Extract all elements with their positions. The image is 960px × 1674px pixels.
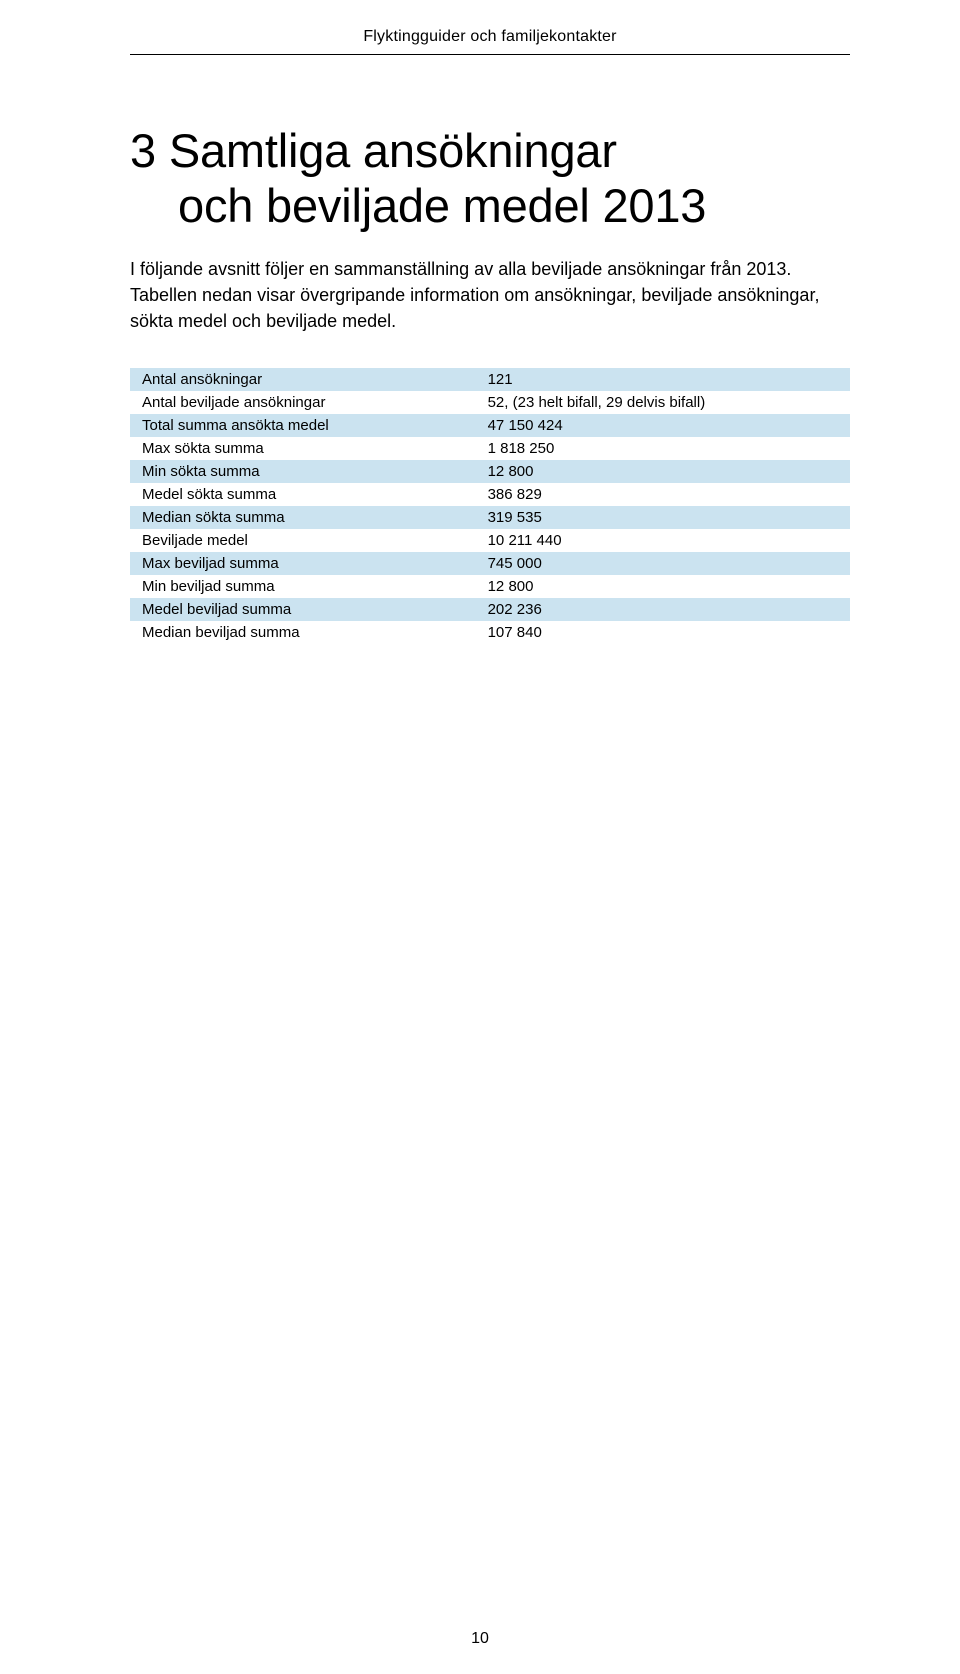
section-title: 3 Samtliga ansökningar och beviljade med…: [130, 123, 850, 234]
table-row: Median sökta summa319 535: [130, 506, 850, 529]
page-number: 10: [0, 1630, 960, 1648]
section-number: 3: [130, 124, 156, 177]
table-cell-label: Antal beviljade ansökningar: [130, 391, 476, 414]
table-row: Total summa ansökta medel47 150 424: [130, 414, 850, 437]
table-cell-value: 12 800: [476, 460, 850, 483]
header-rule: [130, 54, 850, 55]
table-row: Medel beviljad summa202 236: [130, 598, 850, 621]
summary-table-body: Antal ansökningar121Antal beviljade ansö…: [130, 368, 850, 644]
table-cell-label: Medel sökta summa: [130, 483, 476, 506]
table-row: Max sökta summa1 818 250: [130, 437, 850, 460]
table-cell-value: 319 535: [476, 506, 850, 529]
table-cell-value: 47 150 424: [476, 414, 850, 437]
table-row: Min beviljad summa12 800: [130, 575, 850, 598]
running-head: Flyktingguider och familjekontakter: [130, 28, 850, 46]
table-cell-value: 52, (23 helt bifall, 29 delvis bifall): [476, 391, 850, 414]
table-cell-value: 745 000: [476, 552, 850, 575]
table-cell-label: Max sökta summa: [130, 437, 476, 460]
table-cell-label: Total summa ansökta medel: [130, 414, 476, 437]
table-row: Median beviljad summa107 840: [130, 621, 850, 644]
table-row: Antal ansökningar121: [130, 368, 850, 391]
table-cell-label: Min beviljad summa: [130, 575, 476, 598]
section-title-line2: och beviljade medel 2013: [130, 178, 850, 233]
table-cell-label: Median sökta summa: [130, 506, 476, 529]
table-cell-label: Antal ansökningar: [130, 368, 476, 391]
table-row: Antal beviljade ansökningar52, (23 helt …: [130, 391, 850, 414]
table-row: Beviljade medel10 211 440: [130, 529, 850, 552]
table-cell-value: 202 236: [476, 598, 850, 621]
table-cell-value: 121: [476, 368, 850, 391]
table-cell-label: Medel beviljad summa: [130, 598, 476, 621]
table-cell-label: Min sökta summa: [130, 460, 476, 483]
summary-table: Antal ansökningar121Antal beviljade ansö…: [130, 368, 850, 644]
table-cell-value: 12 800: [476, 575, 850, 598]
table-cell-value: 386 829: [476, 483, 850, 506]
table-cell-label: Beviljade medel: [130, 529, 476, 552]
page: Flyktingguider och familjekontakter 3 Sa…: [0, 0, 960, 1674]
table-row: Max beviljad summa745 000: [130, 552, 850, 575]
table-row: Min sökta summa12 800: [130, 460, 850, 483]
table-cell-value: 107 840: [476, 621, 850, 644]
table-cell-label: Median beviljad summa: [130, 621, 476, 644]
table-cell-value: 10 211 440: [476, 529, 850, 552]
table-cell-label: Max beviljad summa: [130, 552, 476, 575]
table-cell-value: 1 818 250: [476, 437, 850, 460]
section-intro: I följande avsnitt följer en sammanställ…: [130, 256, 850, 334]
section-title-line1: Samtliga ansökningar: [169, 124, 617, 177]
table-row: Medel sökta summa386 829: [130, 483, 850, 506]
